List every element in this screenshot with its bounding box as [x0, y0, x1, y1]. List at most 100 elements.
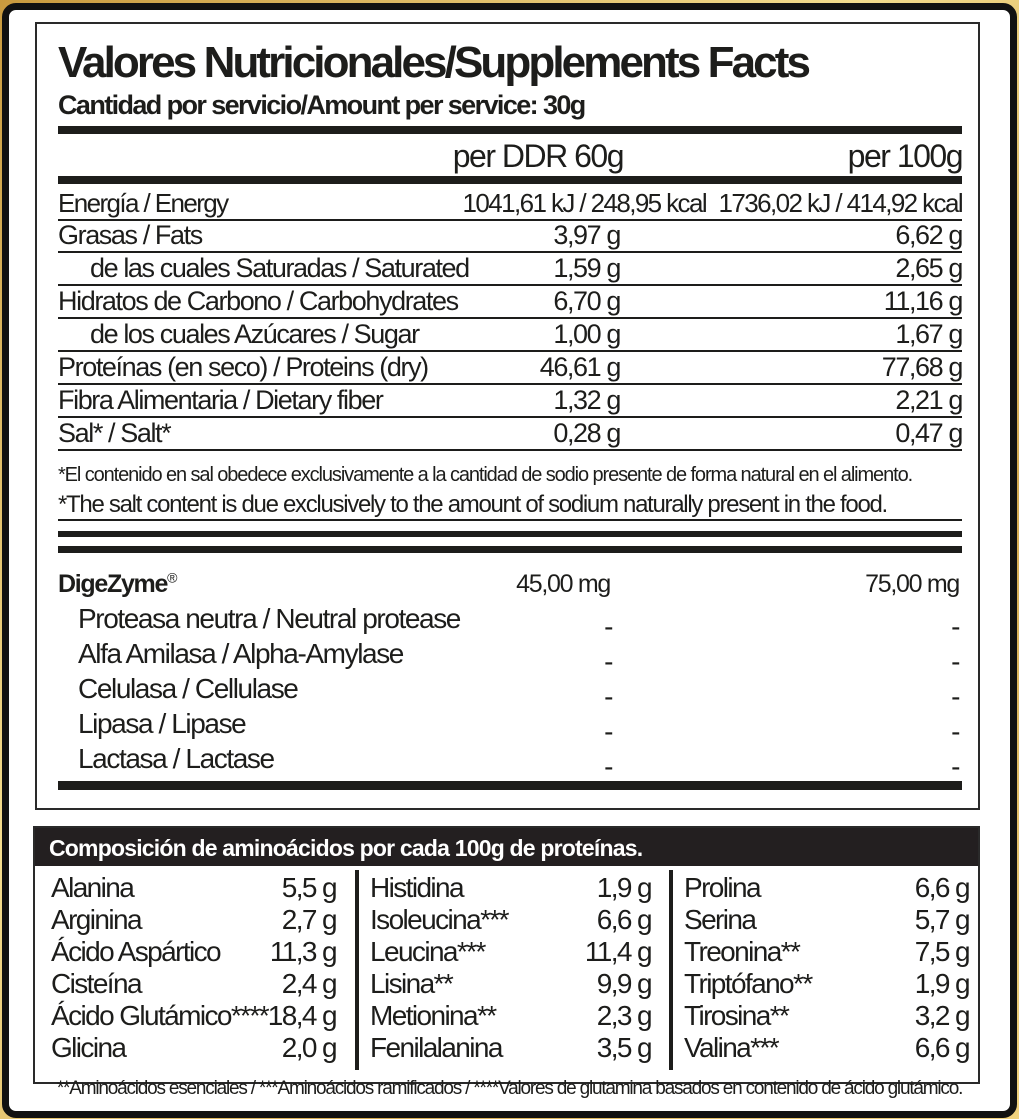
nutrient-row: Hidratos de Carbono / Carbohydrates 6,70…	[58, 286, 964, 319]
amino-acid-row: Prolina 6,6 g	[684, 872, 971, 904]
divider-thick	[58, 176, 962, 184]
nutrient-per-ddr: 1041,61 kJ / 248,95 kcal	[462, 188, 708, 218]
enzyme-per-ddr: -	[604, 646, 613, 677]
amino-acid-row: Tirosina** 3,2 g	[684, 1000, 971, 1032]
amino-acid-row: Ácido Glutámico**** 18,4 g	[51, 1000, 338, 1032]
amino-acid-value: 6,6 g	[596, 904, 653, 935]
amino-acid-value: 2,4 g	[281, 968, 338, 999]
enzyme-row: Lactasa / Lactase - -	[78, 743, 962, 782]
amino-acid-name: Glicina	[51, 1032, 127, 1063]
amino-acid-row: Triptófano** 1,9 g	[684, 968, 971, 1000]
enzyme-per-ddr: -	[604, 681, 613, 712]
amino-acid-name: Serina	[684, 904, 757, 935]
amino-acid-value: 1,9 g	[914, 968, 971, 999]
amino-acid-row: Alanina 5,5 g	[51, 872, 338, 904]
amino-acid-name: Metionina**	[370, 1000, 497, 1031]
nutrient-row: Fibra Alimentaria / Dietary fiber 1,32 g…	[58, 385, 963, 418]
divider-thick	[58, 546, 962, 553]
enzyme-label: Alfa Amilasa / Alpha-Amylase	[78, 638, 404, 669]
amino-acid-value: 2,3 g	[596, 1000, 653, 1031]
nutrient-label: Hidratos de Carbono / Carbohydrates	[58, 286, 459, 316]
nutrient-per-100g: 1736,02 kJ / 414,92 kcal	[718, 188, 964, 218]
amino-acid-value: 9,9 g	[596, 968, 653, 999]
nutrient-label: Grasas / Fats	[58, 220, 203, 250]
nutrition-facts-box	[35, 22, 980, 810]
enzyme-per-100g: -	[951, 681, 960, 712]
amino-acid-heading: Composición de aminoácidos por cada 100g…	[35, 828, 978, 866]
column-header-per-ddr: per DDR 60g	[452, 138, 625, 174]
amino-acid-row: Glicina 2,0 g	[51, 1032, 338, 1064]
amino-acid-name: Lisina**	[370, 968, 454, 999]
nutrient-per-ddr: 0,28 g	[553, 418, 621, 448]
amino-acid-name: Isoleucina***	[370, 904, 510, 935]
amino-acid-value: 11,4 g	[584, 936, 653, 967]
enzyme-label: Lipasa / Lipase	[78, 708, 247, 739]
digezyme-name: DigeZyme	[58, 570, 168, 599]
nutrient-row: Energía / Energy 1041,61 kJ / 248,95 kca…	[58, 188, 964, 221]
amino-acid-value: 1,9 g	[596, 872, 653, 903]
amino-acid-name: Tirosina**	[684, 1000, 790, 1031]
amino-acid-value: 6,6 g	[914, 1032, 971, 1063]
amino-acid-name: Ácido Aspártico	[51, 936, 222, 967]
nutrient-per-100g: 0,47 g	[895, 418, 963, 448]
nutrient-per-100g: 2,65 g	[895, 253, 963, 283]
amino-acid-value: 11,3 g	[269, 936, 338, 967]
amino-acid-name: Prolina	[684, 872, 762, 903]
nutrient-per-ddr: 46,61 g	[539, 352, 622, 382]
enzyme-per-ddr: -	[604, 716, 613, 747]
nutrient-label: Energía / Energy	[58, 188, 229, 218]
enzyme-label: Lactasa / Lactase	[78, 743, 275, 774]
amino-acid-value: 3,5 g	[596, 1032, 653, 1063]
digezyme-per-ddr: 45,00 mg	[516, 570, 611, 598]
nutrient-per-100g: 11,16 g	[883, 286, 964, 316]
enzyme-row: Celulasa / Cellulase - -	[78, 673, 962, 712]
enzyme-per-ddr: -	[604, 751, 613, 782]
amino-acid-row: Serina 5,7 g	[684, 904, 971, 936]
amino-acid-name: Triptófano**	[684, 968, 813, 999]
amino-acid-row: Metionina** 2,3 g	[370, 1000, 653, 1032]
nutrient-per-100g: 2,21 g	[895, 385, 963, 415]
enzyme-label: Celulasa / Cellulase	[78, 673, 299, 704]
column-header-per-100g: per 100g	[847, 138, 964, 174]
amino-acid-value: 5,5 g	[281, 872, 338, 903]
amino-column: Histidina 1,9 g Isoleucina*** 6,6 g Leucina*…	[370, 872, 653, 1078]
amino-acid-value: 5,7 g	[914, 904, 971, 935]
amino-acid-value: 18,4 g	[267, 1000, 338, 1031]
nutrient-label: de los cuales Azúcares / Sugar	[90, 319, 420, 349]
amino-acid-value: 6,6 g	[914, 872, 971, 903]
amino-acid-name: Arginina	[51, 904, 143, 935]
digezyme-label: DigeZyme®	[58, 570, 177, 599]
amino-acid-row: Arginina 2,7 g	[51, 904, 338, 936]
amino-acid-row: Histidina 1,9 g	[370, 872, 653, 904]
nutrient-per-100g: 6,62 g	[895, 220, 963, 250]
amino-acid-row: Valina*** 6,6 g	[684, 1032, 971, 1064]
nutrient-per-ddr: 6,70 g	[553, 286, 621, 316]
amino-acid-name: Cisteína	[51, 968, 143, 999]
nutrient-label: de las cuales Saturadas / Saturated	[90, 253, 470, 283]
amino-acid-row: Fenilalanina 3,5 g	[370, 1032, 653, 1064]
enzyme-label: Proteasa neutra / Neutral protease	[78, 603, 461, 634]
nutrient-per-ddr: 1,32 g	[553, 385, 621, 415]
nutrient-row: Grasas / Fats 3,97 g 6,62 g	[58, 220, 963, 253]
amino-footnote: **Aminoácidos esenciales / ***Aminoácido…	[56, 1078, 964, 1099]
divider-thick	[58, 126, 962, 134]
amino-acid-row: Treonina** 7,5 g	[684, 936, 971, 968]
label-frame	[2, 3, 1017, 1118]
nutrient-label: Fibra Alimentaria / Dietary fiber	[58, 385, 384, 415]
amino-acid-row: Cisteína 2,4 g	[51, 968, 338, 1000]
enzyme-per-100g: -	[951, 716, 960, 747]
nutrient-row: de los cuales Azúcares / Sugar 1,00 g 1,…	[58, 319, 963, 352]
amino-acid-name: Treonina**	[684, 936, 801, 967]
serving-size: Cantidad por servicio/Amount per service…	[58, 90, 586, 120]
divider-thick	[58, 781, 962, 790]
amino-column: Prolina 6,6 g Serina 5,7 g Treonina** 7,5 g Tr…	[684, 872, 971, 1078]
amino-acid-name: Histidina	[370, 872, 465, 903]
footnote-salt-es: *El contenido en sal obedece exclusivame…	[58, 464, 913, 486]
amino-acid-table: Composición de aminoácidos por cada 100g…	[33, 826, 980, 1084]
nutrient-label: Sal* / Salt*	[58, 418, 172, 448]
amino-acid-name: Alanina	[51, 872, 135, 903]
amino-acid-name: Fenilalanina	[370, 1032, 503, 1063]
column-divider	[355, 870, 359, 1070]
amino-acid-value: 3,2 g	[914, 1000, 971, 1031]
nutrient-per-ddr: 1,00 g	[553, 319, 621, 349]
